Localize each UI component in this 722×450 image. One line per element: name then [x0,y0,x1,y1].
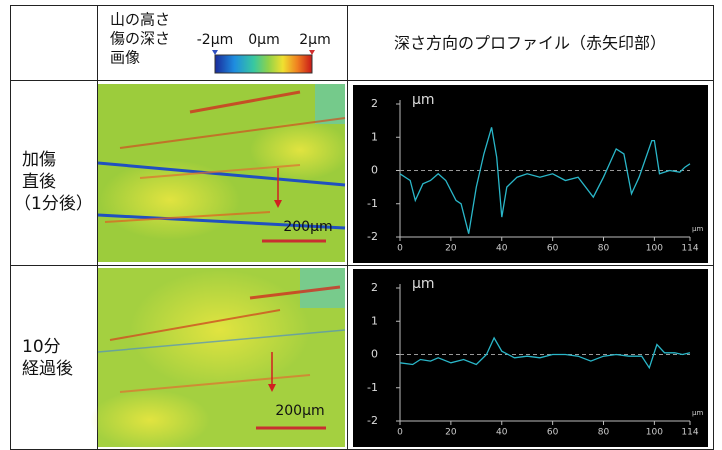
y-tick-label: 0 [371,164,378,177]
chart-panel [353,85,708,263]
x-unit-label: μm [692,225,703,233]
y-tick-label: -1 [367,197,378,210]
y-tick-label: -1 [367,381,378,394]
y-tick-label: -2 [367,230,378,243]
row-label: （1分後） [14,194,93,214]
header-line: 山の高さ [110,11,170,29]
x-tick-label: 20 [445,244,457,254]
x-tick-label: 40 [496,428,508,438]
colorbar-label: -2μm [197,32,234,48]
x-tick-label: 20 [445,428,457,438]
x-tick-label: 114 [681,244,698,254]
x-tick-label: 100 [646,428,663,438]
colorbar-marker [309,50,315,55]
row-label: 10分 [22,337,61,357]
y-axis-label: μm [412,92,435,108]
x-tick-label: 0 [397,244,403,254]
y-tick-label: 2 [371,97,378,110]
row-label: 加傷 [22,150,56,170]
colorbar-marker [212,50,218,55]
colorbar [215,55,312,73]
scale-label: 200μm [275,403,324,419]
header-line: 傷の深さ [110,30,170,48]
y-tick-label: 1 [371,314,378,327]
y-tick-label: 2 [371,281,378,294]
x-tick-label: 100 [646,244,663,254]
y-tick-label: 1 [371,130,378,143]
height-image [90,268,345,450]
row-label: 経過後 [22,359,73,379]
scale-label: 200μm [283,219,332,235]
chart-panel [353,269,708,447]
figure: 山の高さ 傷の深さ 画像 -2μm 0μm 2μm 深さ方向のプロファイル（赤矢… [0,0,722,450]
colorbar-label: 0μm [248,32,279,48]
header-profile: 深さ方向のプロファイル（赤矢印部） [394,34,666,53]
x-tick-label: 60 [547,428,559,438]
height-image [98,84,350,262]
row-label: 直後 [22,172,56,192]
x-unit-label: μm [692,409,703,417]
x-tick-label: 80 [598,428,610,438]
x-tick-label: 0 [397,428,403,438]
x-tick-label: 40 [496,244,508,254]
y-tick-label: -2 [367,414,378,427]
header-line: 画像 [110,49,140,67]
x-tick-label: 60 [547,244,559,254]
y-axis-label: μm [412,276,435,292]
x-tick-label: 80 [598,244,610,254]
y-tick-label: 0 [371,348,378,361]
x-tick-label: 114 [681,428,698,438]
colorbar-label: 2μm [299,32,330,48]
